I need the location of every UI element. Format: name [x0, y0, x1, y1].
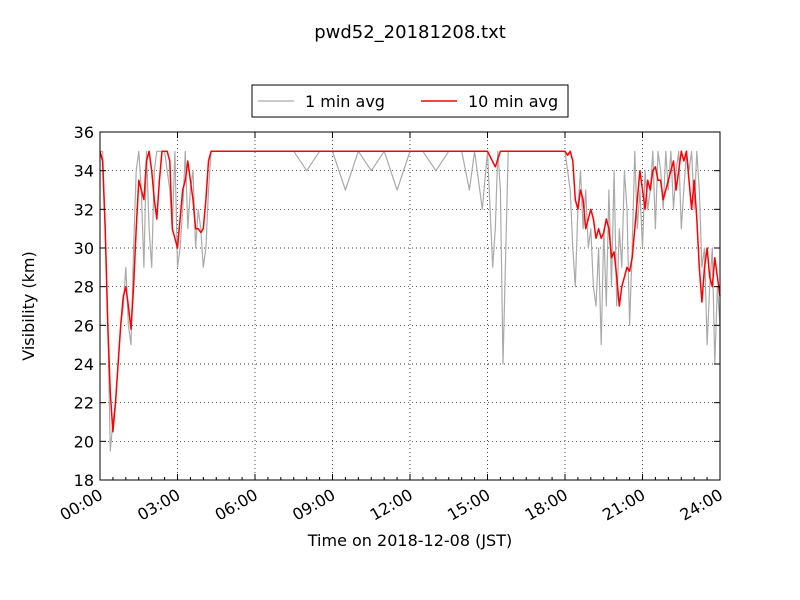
y-tick-label-1: 20: [74, 432, 94, 451]
series-line-10-min-avg: [99, 150, 721, 433]
x-axis-label: Time on 2018-12-08 (JST): [307, 531, 512, 550]
x-tick-label-0: 00:00: [57, 485, 106, 525]
x-tick-label-4: 12:00: [367, 485, 416, 525]
y-tick-label-2: 22: [74, 394, 94, 413]
y-tick-label-3: 24: [74, 355, 94, 374]
chart-title: pwd52_20181208.txt: [314, 22, 506, 43]
y-axis: 18 20 22 24 26 28 30 32 34 36: [74, 123, 720, 490]
x-tick-label-3: 09:00: [289, 485, 338, 525]
legend-label-1-min-avg: 1 min avg: [305, 92, 385, 111]
series-line-1-min-avg: [100, 150, 721, 452]
y-tick-label-6: 30: [74, 239, 94, 258]
series-layer: [99, 150, 721, 452]
y-tick-label-7: 32: [74, 200, 94, 219]
y-axis-label: Visibility (km): [19, 251, 38, 360]
x-tick-label-5: 15:00: [444, 485, 493, 525]
y-tick-label-0: 18: [74, 471, 94, 490]
legend-label-10-min-avg: 10 min avg: [468, 92, 558, 111]
legend: 1 min avg 10 min avg: [251, 84, 569, 118]
y-tick-label-5: 28: [74, 278, 94, 297]
y-tick-label-9: 36: [74, 123, 94, 142]
x-tick-label-6: 18:00: [522, 485, 571, 525]
x-tick-label-2: 06:00: [212, 485, 261, 525]
y-tick-label-4: 26: [74, 316, 94, 335]
y-tick-label-8: 34: [74, 162, 94, 181]
x-tick-label-1: 03:00: [134, 485, 183, 525]
x-tick-label-7: 21:00: [599, 485, 648, 525]
x-tick-label-8: 24:00: [677, 485, 726, 525]
legend-box: [251, 84, 569, 118]
